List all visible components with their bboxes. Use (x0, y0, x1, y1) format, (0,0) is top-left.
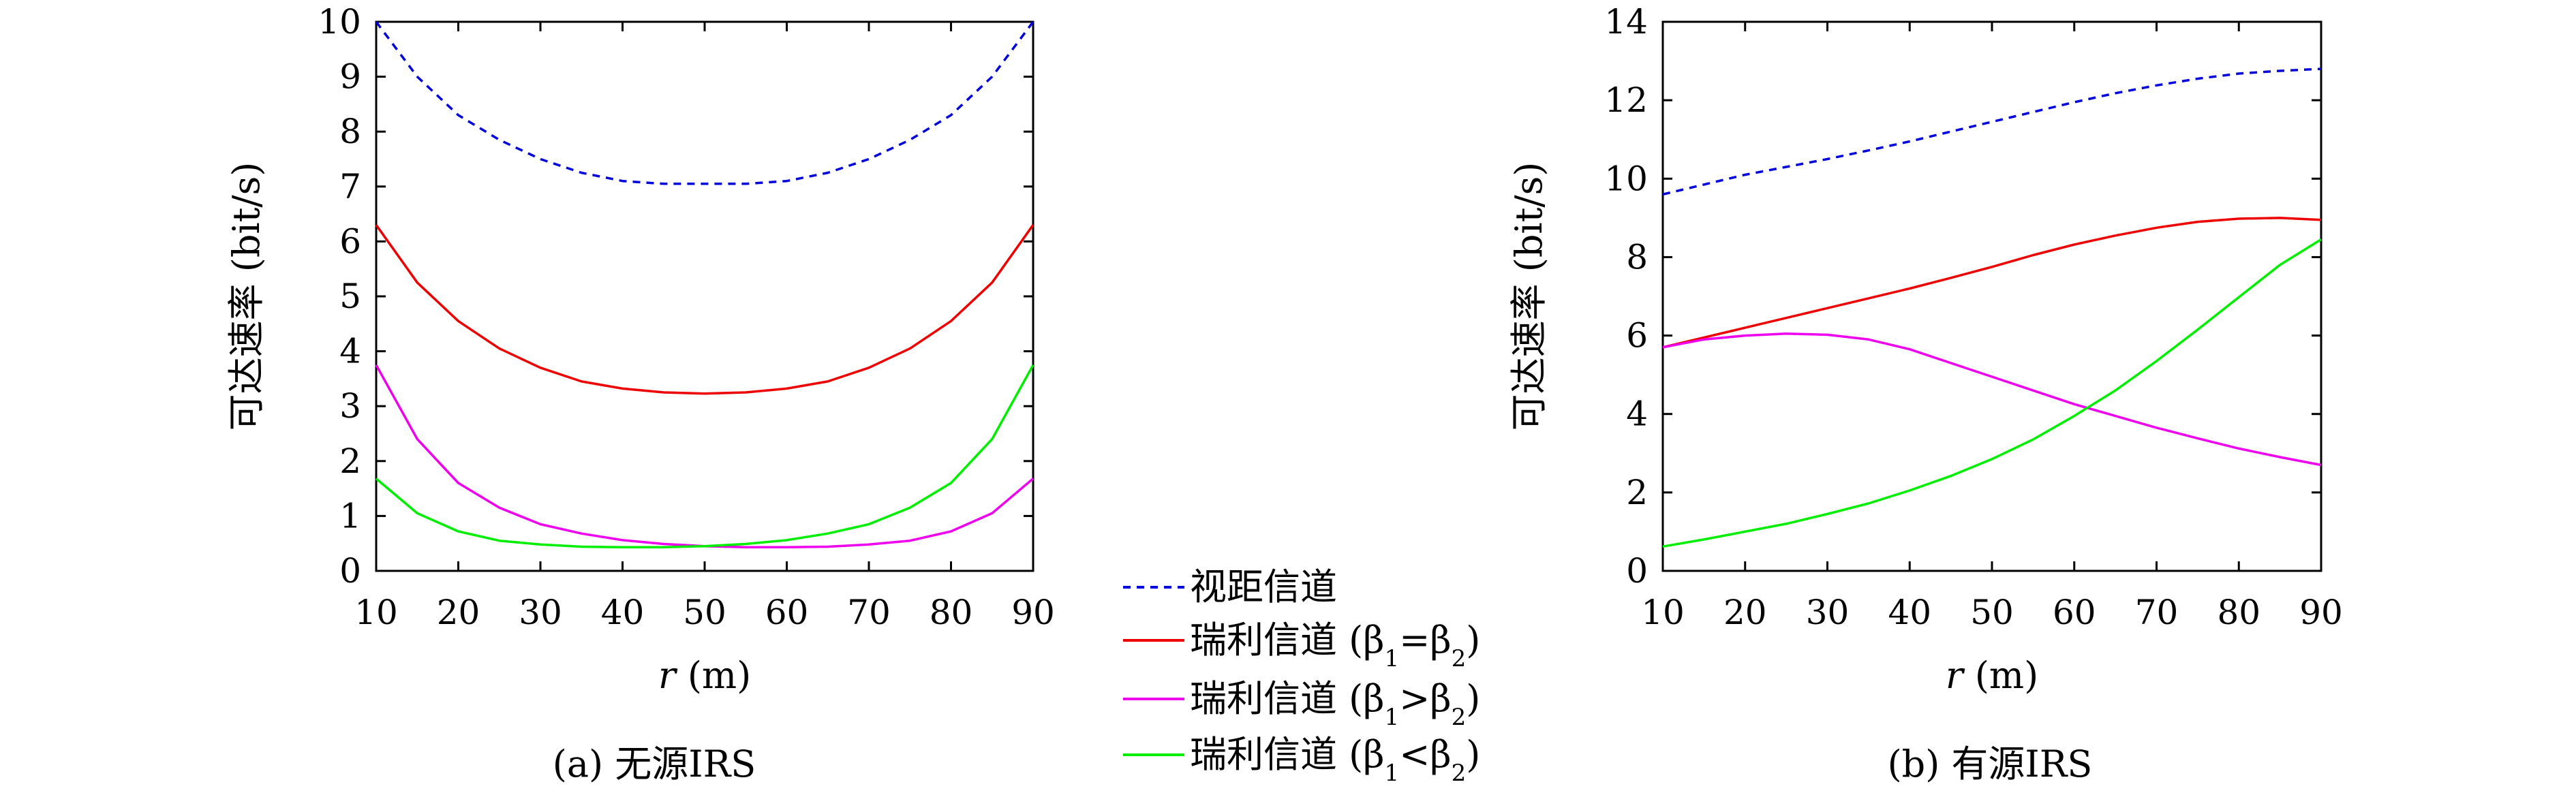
chart-a-caption: (a) 无源IRS (553, 743, 756, 785)
chart-b-x-tick-label: 50 (1970, 593, 2014, 632)
chart-b-y-tick-label: 10 (1604, 159, 1648, 198)
chart-a-y-axis-title: 可达速率 (bit/s) (225, 162, 268, 431)
legend-label-los: 视距信道 (1190, 565, 1337, 608)
chart-b-y-tick-label: 2 (1626, 473, 1648, 512)
chart-a-y-tick-label: 10 (318, 2, 361, 42)
chart-a-x-tick-label: 10 (354, 593, 398, 632)
chart-b-x-tick-label: 70 (2135, 593, 2179, 632)
legend-label-equal: 瑞利信道 (β1=β2) (1190, 619, 1480, 672)
chart-a-series-greater-line (375, 364, 1034, 549)
chart-a-x-tick-label: 70 (847, 593, 891, 632)
chart-a-y-tick-label: 2 (339, 441, 361, 481)
chart-b-series-greater-line (1662, 332, 2322, 467)
chart-a-y-tick-label: 7 (339, 167, 361, 206)
chart-a-x-tick-label: 90 (1011, 593, 1055, 632)
chart-a-x-tick-label: 60 (765, 593, 809, 632)
chart-b-x-tick-label: 90 (2299, 593, 2343, 632)
legend-label-less: 瑞利信道 (β1<β2) (1190, 733, 1480, 787)
chart-b-active-irs: 10 20 30 40 50 60 70 80 90 0 2 4 6 8 10 12 14 r (m) 可达速率 (… (1507, 2, 2343, 785)
chart-a-y-tick-label: 6 (339, 221, 361, 261)
chart-a-x-axis-title: r (m) (658, 654, 751, 697)
chart-b-series-less-line (1662, 238, 2322, 548)
chart-a-x-tick-label: 50 (683, 593, 726, 632)
chart-a-x-tick-label: 40 (601, 593, 645, 632)
chart-b-caption: (b) 有源IRS (1888, 743, 2093, 785)
chart-b-y-tick-label: 6 (1626, 316, 1648, 356)
chart-a-y-tick-label: 8 (339, 112, 361, 151)
chart-b-x-tick-label: 20 (1723, 593, 1767, 632)
chart-a-series-equal-line (375, 224, 1034, 395)
chart-b-y-tick-label: 12 (1604, 80, 1648, 120)
chart-b-x-axis-title: r (m) (1946, 654, 2038, 697)
chart-b-series-equal-line (1662, 217, 2322, 349)
chart-b-y-tick-label: 8 (1626, 237, 1648, 277)
chart-a-y-tick-label: 9 (339, 57, 361, 97)
chart-b-series-los-line (1662, 67, 2322, 196)
chart-a-plot-frame (375, 20, 1034, 572)
chart-a-y-tick-label: 4 (339, 332, 361, 371)
chart-a-y-tick-label: 3 (339, 386, 361, 426)
chart-b-y-tick-label: 14 (1604, 2, 1648, 42)
chart-a-x-tick-label: 20 (437, 593, 480, 632)
chart-a-series-less-line (375, 364, 1034, 549)
chart-a-series-los-line (375, 20, 1034, 185)
chart-b-plot-frame (1661, 20, 2322, 572)
chart-b-x-tick-label: 80 (2217, 593, 2260, 632)
chart-a-passive-irs: 10 20 30 40 50 60 70 80 90 0 1 2 3 4 5 6 7 8 9 10 r (m) 可达速率 … (225, 2, 1055, 785)
chart-a-x-tick-label: 80 (930, 593, 973, 632)
chart-b-y-axis-title: 可达速率 (bit/s) (1507, 162, 1550, 431)
chart-b-x-tick-label: 10 (1641, 593, 1685, 632)
chart-a-y-tick-label: 5 (339, 277, 361, 316)
chart-b-x-tick-label: 60 (2053, 593, 2096, 632)
chart-a-y-tick-label: 0 (339, 551, 361, 591)
chart-b-y-tick-label: 0 (1626, 551, 1648, 591)
chart-b-y-tick-label: 4 (1626, 394, 1648, 434)
chart-b-x-tick-label: 30 (1806, 593, 1850, 632)
legend-label-greater: 瑞利信道 (β1>β2) (1190, 677, 1480, 731)
chart-a-y-tick-label: 1 (339, 496, 361, 535)
chart-b-x-tick-label: 40 (1888, 593, 1931, 632)
chart-a-x-tick-label: 30 (519, 593, 562, 632)
